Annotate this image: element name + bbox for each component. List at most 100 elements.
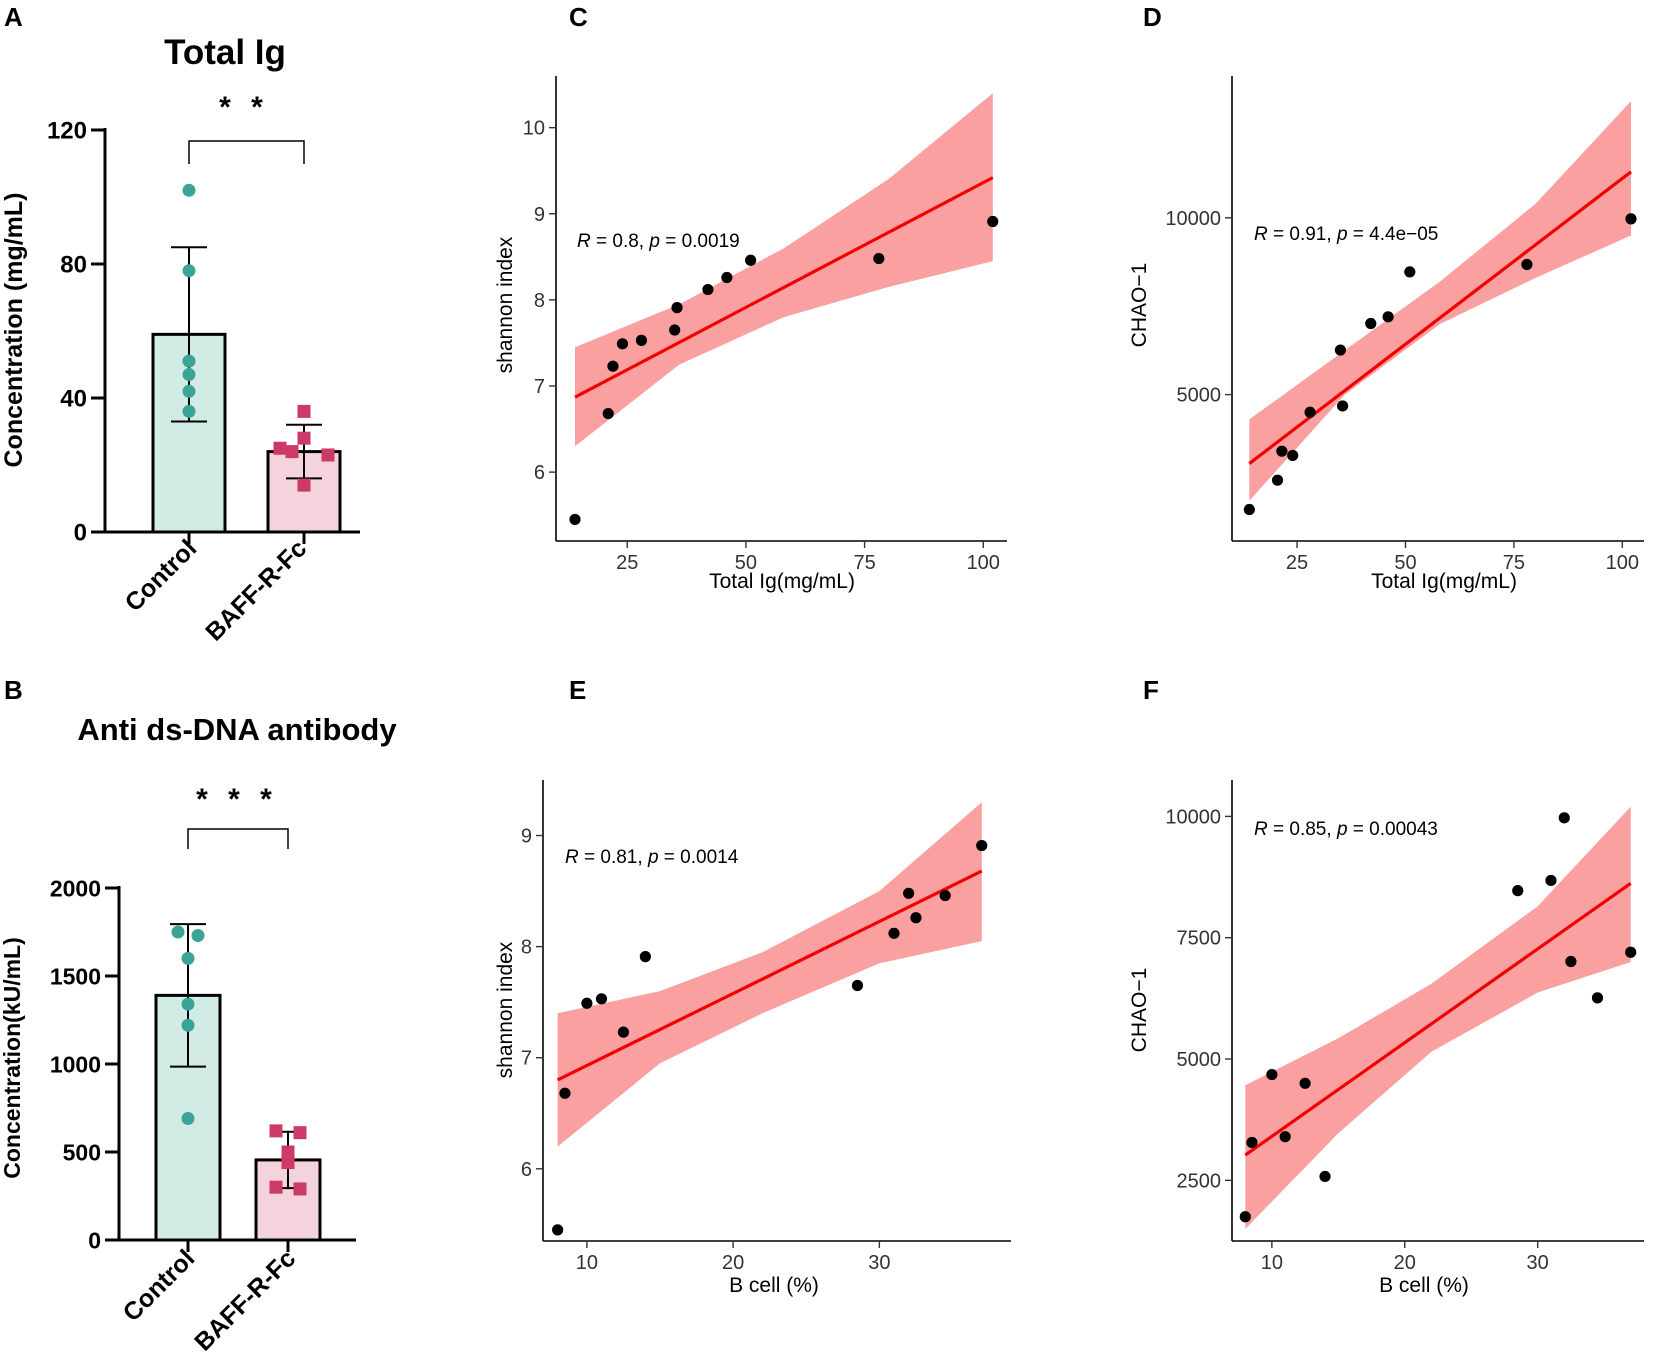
data-point — [1243, 503, 1255, 516]
data-point — [1336, 400, 1349, 412]
data-point — [617, 1026, 630, 1038]
x-tick-label: 75 — [1503, 552, 1525, 574]
data-point — [903, 887, 915, 899]
y-tick-label: 2000 — [50, 875, 101, 901]
data-point — [939, 889, 951, 902]
data-point — [1276, 445, 1288, 457]
data-point — [1591, 992, 1604, 1004]
x-tick-label: 10 — [576, 1252, 598, 1274]
x-tick-label: 20 — [722, 1252, 744, 1274]
data-point — [273, 441, 287, 455]
y-axis-label: CHAO−1 — [1128, 263, 1151, 348]
scatter-shannon-vs-bcell: shannon index B cell (%) 6 7 8 9 10 20 30 R = 0… — [494, 780, 1011, 1297]
data-point — [1334, 344, 1347, 356]
data-point — [182, 404, 196, 418]
data-point — [569, 513, 581, 526]
y-tick-label: 9 — [521, 826, 532, 848]
data-point — [873, 252, 885, 265]
data-point — [1625, 213, 1637, 225]
regression-line — [1244, 882, 1632, 1157]
data-point — [285, 445, 299, 459]
y-axis-label: CHAO−1 — [1128, 968, 1151, 1053]
data-point — [702, 283, 714, 296]
significance-label: * * * — [196, 783, 278, 816]
x-tick-label: 100 — [1606, 552, 1639, 574]
data-point — [669, 324, 681, 336]
x-tick-label: 50 — [1394, 552, 1416, 574]
data-point — [1365, 317, 1377, 330]
panel-label-e: E — [569, 675, 586, 705]
data-point — [1246, 1136, 1258, 1149]
data-point — [297, 478, 311, 492]
data-point — [1512, 885, 1524, 897]
data-point — [1558, 812, 1570, 824]
data-point — [1266, 1068, 1278, 1081]
data-point — [297, 404, 311, 418]
data-point — [1279, 1131, 1291, 1143]
regression-line — [574, 176, 994, 399]
bar-chart-anti-dsdna: Anti ds-DNA antibody Concentration(kU/mL… — [0, 712, 397, 1357]
data-point — [1299, 1077, 1311, 1089]
x-axis-label: B cell (%) — [729, 1274, 819, 1297]
panel-label-b: B — [4, 675, 23, 705]
data-point — [745, 254, 757, 266]
confidence-band — [1249, 101, 1631, 501]
y-tick-label: 500 — [63, 1139, 101, 1165]
y-tick-label: 10000 — [1165, 208, 1221, 230]
data-point — [182, 368, 196, 382]
data-point — [976, 839, 988, 852]
data-point — [182, 354, 196, 368]
panel-label-c: C — [569, 2, 588, 32]
data-point — [171, 925, 185, 939]
y-tick-label: 9 — [534, 204, 545, 226]
data-point — [602, 407, 614, 420]
data-point — [182, 183, 196, 197]
data-point — [635, 334, 648, 346]
data-point — [559, 1087, 571, 1099]
data-point — [293, 1126, 307, 1140]
data-point — [1239, 1211, 1251, 1223]
y-axis-label: shannon index — [494, 941, 517, 1078]
correlation-annotation: R = 0.85, p = 0.00043 — [1254, 819, 1438, 840]
y-tick-label: 10 — [523, 118, 545, 140]
data-point — [552, 1224, 564, 1236]
data-point — [910, 912, 922, 924]
x-tick-label: 10 — [1261, 1252, 1283, 1274]
data-point — [181, 1018, 195, 1032]
data-point — [639, 951, 651, 963]
bar-chart-total-ig: Total Ig Concentration (mg/mL) Control B… — [0, 33, 360, 647]
data-point — [181, 1112, 195, 1126]
scatter-chao-vs-bcell: CHAO−1 B cell (%) 2500 5000 7500 10000 10 20 3… — [1128, 780, 1644, 1297]
confidence-band — [575, 93, 993, 447]
data-point — [1625, 946, 1637, 958]
data-point — [293, 1182, 307, 1196]
x-tick-label: 25 — [616, 552, 638, 574]
correlation-annotation: R = 0.8, p = 0.0019 — [577, 231, 740, 252]
y-tick-label: 40 — [60, 386, 87, 413]
correlation-annotation: R = 0.81, p = 0.0014 — [565, 847, 739, 868]
x-category-label: Control — [118, 1244, 201, 1327]
y-tick-label: 1500 — [50, 963, 101, 989]
data-point — [1545, 874, 1557, 887]
data-point — [281, 1145, 295, 1159]
y-tick-label: 7 — [521, 1048, 532, 1070]
x-axis-label: Total Ig(mg/mL) — [1371, 570, 1517, 593]
x-tick-label: 75 — [853, 552, 875, 574]
y-tick-label: 5000 — [1177, 1049, 1222, 1071]
data-point — [297, 431, 311, 445]
x-category-label: BAFF-R-Fc — [200, 534, 312, 646]
correlation-annotation: R = 0.91, p = 4.4e−05 — [1254, 224, 1438, 245]
data-point — [607, 360, 619, 372]
y-tick-label: 6 — [534, 462, 545, 484]
y-tick-label: 7500 — [1177, 928, 1222, 950]
y-tick-label: 8 — [534, 290, 545, 312]
x-tick-label: 25 — [1286, 552, 1308, 574]
data-point — [1521, 258, 1533, 271]
x-axis-label: B cell (%) — [1379, 1274, 1469, 1297]
x-category-label: Control — [120, 534, 203, 617]
data-point — [1565, 955, 1577, 968]
y-tick-label: 80 — [60, 252, 87, 279]
x-tick-label: 100 — [967, 552, 1000, 574]
x-axis-label: Total Ig(mg/mL) — [709, 570, 855, 593]
